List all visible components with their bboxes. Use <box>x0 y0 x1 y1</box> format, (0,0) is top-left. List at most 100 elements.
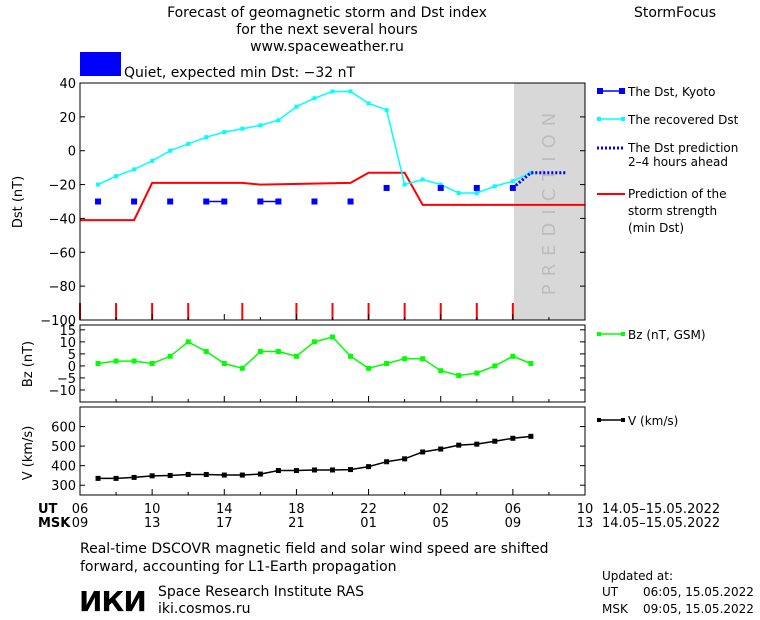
msk-tick-label: 01 <box>360 516 377 531</box>
kyoto-dst-point <box>167 198 174 205</box>
recovered-dst-point <box>492 184 497 189</box>
ut-tick-label: 06 <box>505 502 522 517</box>
recovered-dst-point <box>276 118 281 123</box>
legend-v-label: V (km/s) <box>628 414 678 428</box>
prediction-label: PREDICTION <box>539 105 560 295</box>
legend-item-dst-prediction: The Dst prediction 2–4 hours ahead <box>597 141 738 169</box>
recovered-dst-point <box>456 191 461 196</box>
dst-ytick-label: −60 <box>49 246 76 261</box>
time-axis: UT MSK 14.05–15.05.2022 14.05–15.05.2022… <box>38 502 720 531</box>
v-point <box>420 449 426 455</box>
bz-point <box>95 361 101 366</box>
updated-msk-label: MSK <box>602 602 629 616</box>
ut-tick-label: 14 <box>216 502 233 517</box>
legend-dst-prediction-label-1: The Dst prediction <box>627 141 738 155</box>
v-point <box>185 471 191 477</box>
kyoto-dst-point <box>383 184 390 191</box>
v-point <box>95 475 101 481</box>
storm-strength-line <box>80 171 585 222</box>
recovered-dst-point <box>312 96 317 101</box>
v-plot-frame <box>79 406 586 496</box>
v-point <box>438 446 444 452</box>
bz-point <box>456 373 462 379</box>
updated-label: Updated at: <box>602 569 673 583</box>
bz-point <box>492 363 498 369</box>
bz-point <box>167 353 173 359</box>
recovered-dst-point <box>402 182 407 187</box>
bz-point <box>330 334 335 340</box>
bz-point <box>185 339 191 345</box>
bz-point <box>510 353 516 359</box>
recovered-dst-point <box>294 104 299 109</box>
brand-name: StormFocus <box>634 5 716 21</box>
legend-recovered-marker-right <box>621 117 625 121</box>
dst-ytick-label: −100 <box>40 314 76 329</box>
msk-tick-label: 17 <box>216 516 233 531</box>
bz-ytick-label: −10 <box>49 384 76 399</box>
bz-ytick-label: 15 <box>59 324 76 339</box>
v-ytick-label: 400 <box>51 460 76 475</box>
legend-item-recovered: The recovered Dst <box>597 113 739 127</box>
v-point <box>528 433 534 439</box>
v-legend: V (km/s) <box>597 414 678 428</box>
v-point <box>239 472 245 478</box>
v-point <box>348 467 354 473</box>
legend-item-kyoto: The Dst, Kyoto <box>597 85 715 99</box>
ut-tick-label: 22 <box>360 502 377 517</box>
footer-note-line-2: forward, accounting for L1-Earth propaga… <box>80 559 397 575</box>
msk-tick-label: 13 <box>577 516 594 531</box>
dst-ytick-label: −20 <box>49 179 76 194</box>
dst-ytick-label: −80 <box>49 280 76 295</box>
recovered-dst-point <box>150 158 155 163</box>
v-point <box>131 474 137 480</box>
legend-storm-strength-label-1: Prediction of the <box>628 187 727 201</box>
bz-point <box>239 365 245 371</box>
legend-recovered-marker-left <box>597 117 601 121</box>
v-point <box>456 442 462 448</box>
institute-site-link[interactable]: iki.cosmos.ru <box>158 601 250 617</box>
v-point <box>275 468 281 474</box>
recovered-dst-line <box>97 90 532 194</box>
v-point <box>330 467 335 473</box>
bz-legend: Bz (nT, GSM) <box>597 328 706 342</box>
bz-ytick-label: 0 <box>68 360 76 375</box>
bz-point <box>348 353 354 359</box>
legend-item-storm-strength: Prediction of the storm strength (min Ds… <box>597 187 727 235</box>
bz-ytick-label: −5 <box>57 372 76 387</box>
recovered-dst-point <box>420 177 425 182</box>
bz-point <box>203 348 209 354</box>
kyoto-dst-point <box>311 198 318 205</box>
legend-storm-strength-label-3: (min Dst) <box>628 221 684 235</box>
v-ytick-label: 600 <box>51 421 76 436</box>
updated-ut-label: UT <box>602 585 619 599</box>
recovered-dst-point <box>474 191 479 196</box>
msk-tick-label: 21 <box>288 516 305 531</box>
status-color-box <box>80 52 121 76</box>
dst-y-axis-label: Dst (nT) <box>11 176 26 228</box>
dst-panel: PREDICTION 40 20 0 −20 −40 −60 −80 −100 Dst (nT… <box>11 77 586 329</box>
status-text: Quiet, expected min Dst: −32 nT <box>124 65 356 81</box>
ut-tick-label: 10 <box>144 502 161 517</box>
footer-note-line-1: Real-time DSCOVR magnetic field and sola… <box>80 541 549 557</box>
prediction-zone <box>514 83 585 320</box>
msk-tick-label: 05 <box>432 516 449 531</box>
bz-ytick-label: 5 <box>68 348 76 363</box>
bz-point <box>528 361 534 366</box>
v-point <box>311 467 317 473</box>
bz-point <box>257 348 263 354</box>
bz-point <box>113 358 119 364</box>
dst-prediction-line <box>511 171 567 190</box>
institute-name[interactable]: Space Research Institute RAS <box>158 584 364 600</box>
v-point <box>113 475 119 481</box>
msk-tick-label: 13 <box>144 516 161 531</box>
bz-point <box>474 370 480 376</box>
v-point <box>149 473 155 479</box>
dst-ytick-label: 40 <box>59 77 76 92</box>
v-point <box>402 456 408 462</box>
recovered-dst-point <box>510 179 515 184</box>
kyoto-dst-point <box>437 184 444 191</box>
ut-tick-label: 18 <box>288 502 305 517</box>
ut-tick-label: 06 <box>72 502 89 517</box>
kyoto-dst-point <box>257 198 264 205</box>
